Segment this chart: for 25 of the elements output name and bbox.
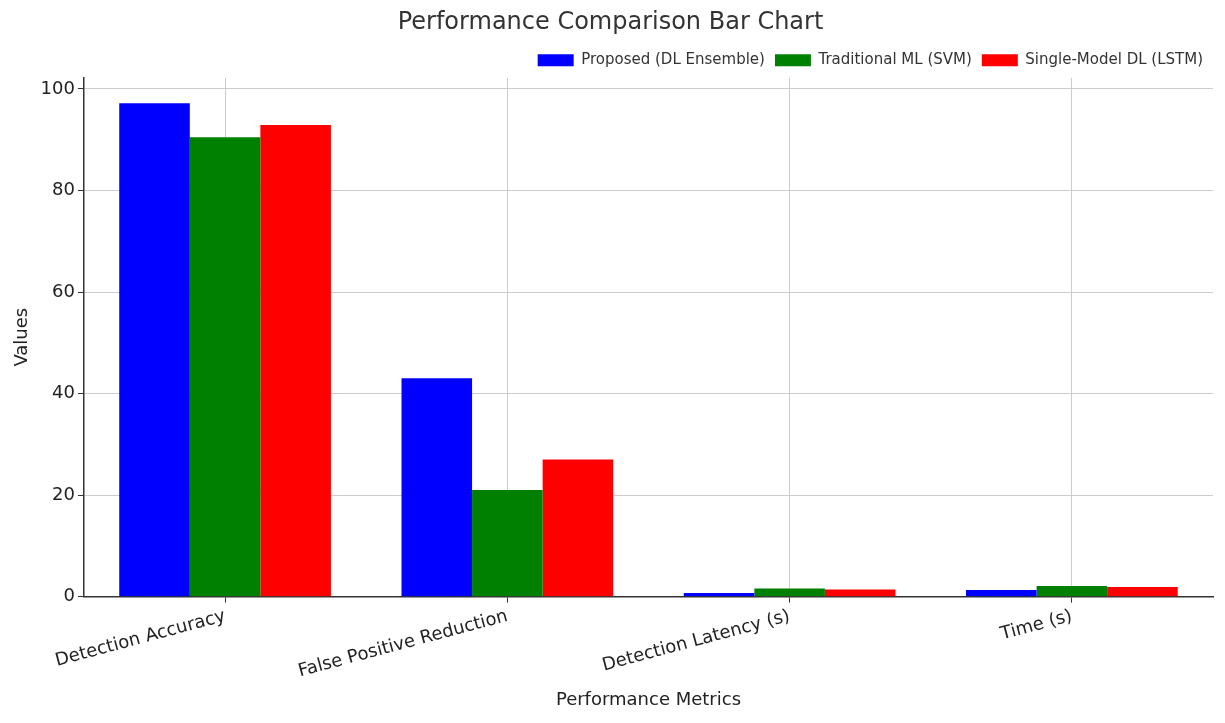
bar (401, 378, 473, 597)
legend-label: Single-Model DL (LSTM) (1025, 50, 1204, 69)
chart-title: Performance Comparison Bar Chart (397, 6, 824, 35)
bar (542, 459, 614, 597)
bar (1036, 585, 1108, 597)
y-tick-label: 60 (52, 279, 75, 301)
y-tick-label: 20 (52, 482, 75, 504)
bar (472, 490, 543, 597)
bar (260, 125, 331, 597)
x-axis-title: Performance Metrics (555, 687, 742, 709)
bar (683, 593, 755, 597)
bar (189, 137, 261, 597)
y-tick-label: 100 (40, 76, 75, 98)
y-tick-label: 40 (52, 381, 75, 403)
legend-label: Proposed (DL Ensemble) (581, 50, 765, 69)
bar (824, 589, 896, 597)
bar (754, 588, 825, 597)
legend-label: Traditional ML (SVM) (817, 50, 972, 69)
y-tick-label: 80 (52, 178, 75, 200)
bar (119, 103, 190, 597)
y-axis-title: Values (10, 307, 32, 367)
bar (1107, 586, 1178, 597)
y-tick-label: 0 (63, 584, 75, 606)
x-tick-label: Time (s) (997, 604, 1075, 644)
bar (966, 590, 1037, 597)
